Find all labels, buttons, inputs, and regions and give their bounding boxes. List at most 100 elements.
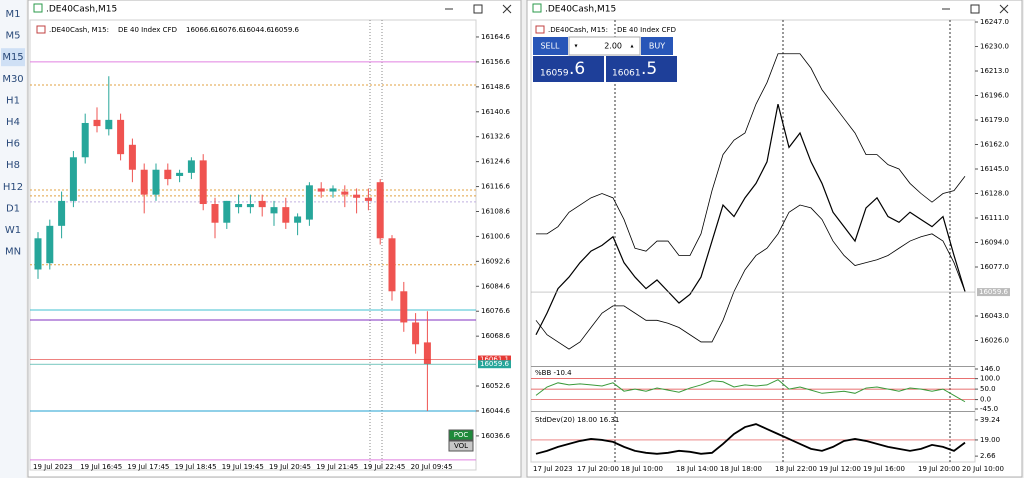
indicator-button[interactable] (448, 429, 474, 441)
buy-price-box[interactable] (606, 56, 677, 82)
timeframe-button[interactable]: MN (5, 247, 21, 258)
y-tick-label: 16111.0 (980, 214, 1009, 222)
indicator-button[interactable] (448, 440, 474, 452)
chart-symbol: .DE40Cash, M15: (548, 26, 608, 34)
y-tick-label: 0.0 (980, 396, 991, 404)
y-tick-label: 39.24 (980, 416, 1001, 424)
candle-body (364, 197, 372, 201)
x-tick-label: 17 Jul 2023 (533, 465, 573, 473)
timeframe-button[interactable]: D1 (6, 203, 20, 214)
y-tick-label: 16036.6 (481, 432, 510, 440)
y-tick-label: 16043.0 (980, 312, 1009, 320)
y-tick-label: 16213.0 (980, 67, 1009, 75)
close[interactable] (999, 4, 1009, 14)
y-tick-label: 16196.0 (980, 92, 1009, 100)
candle-body (140, 169, 148, 195)
y-tick-label: 16230.0 (980, 43, 1009, 51)
x-tick-label: 19 Jul 17:45 (127, 463, 169, 471)
sell-price-box[interactable] (533, 56, 604, 82)
y-tick-label: 2.66 (980, 452, 996, 460)
y-tick-label: 16084.6 (481, 282, 510, 290)
candle-body (353, 194, 361, 198)
timeframe-button[interactable]: M1 (6, 9, 21, 20)
indicator-line (535, 379, 966, 403)
close[interactable] (502, 4, 512, 14)
candle-body (152, 169, 160, 195)
x-tick-label: 18 Jul 14:00 (676, 465, 718, 473)
candle-body (128, 144, 136, 170)
timeframe-button[interactable]: H12 (3, 182, 23, 193)
y-tick-label: 16164.6 (481, 33, 510, 41)
volume-value: 2.00 (604, 42, 622, 51)
timeframe-button[interactable]: H8 (6, 160, 20, 171)
x-tick-label: 19 Jul 20:00 (918, 465, 960, 473)
timeframe-button[interactable]: M5 (6, 31, 21, 42)
ask-label-bg (478, 355, 511, 364)
y-tick-label: 16179.0 (980, 116, 1009, 124)
window-title: .DE40Cash,M15 (545, 5, 616, 15)
y-tick-label: 16145.0 (980, 165, 1009, 173)
volume-down[interactable]: ▾ (574, 43, 577, 50)
maximize[interactable] (473, 4, 483, 14)
x-tick-label: 17 Jul 20:00 (577, 465, 619, 473)
timeframe-toolbar: M1 M5 M15 M30 H1 H4 H6 H8 H12 D1 W1 MN (0, 0, 26, 478)
candle-body (223, 200, 231, 223)
candle-body (211, 204, 219, 223)
buy-price-big: 16061 (612, 69, 641, 79)
timeframe-button[interactable]: H6 (6, 139, 20, 150)
maximize[interactable] (970, 4, 980, 14)
y-tick-label: 16140.6 (481, 108, 510, 116)
x-tick-label: 19 Jul 20:45 (269, 463, 311, 471)
timeframe-button[interactable]: H1 (6, 95, 20, 106)
y-tick-label: 16162.0 (980, 141, 1009, 149)
y-tick-label: 100.0 (980, 375, 1000, 383)
ohlc-low: 16044.6 (242, 26, 271, 34)
bid-label-bg (977, 288, 1010, 297)
y-tick-label: 16116.6 (481, 183, 510, 191)
candle-body (305, 185, 313, 220)
bb-title: %BB -10.4 (535, 369, 572, 377)
candle-body (93, 119, 101, 127)
sell-label: SELL (540, 42, 560, 51)
timeframe-button[interactable]: W1 (5, 225, 21, 236)
sell-price-big: 16059 (540, 69, 569, 79)
bid-label-bg (478, 360, 511, 369)
candle-body (294, 216, 302, 223)
active-timeframe (1, 48, 25, 67)
candle-body (376, 182, 384, 239)
buy-button[interactable] (641, 37, 673, 55)
volume-box[interactable] (568, 36, 641, 56)
buy-label: BUY (649, 42, 665, 51)
y-tick-label: 16076.6 (481, 307, 510, 315)
timeframe-button[interactable]: M15 (2, 52, 23, 63)
window-title: .DE40Cash,M15 (46, 5, 117, 15)
timeframe-button[interactable]: H4 (6, 117, 20, 128)
series-upper (536, 53, 966, 256)
candle-body (117, 119, 125, 155)
candle-body (329, 188, 337, 192)
volume-up[interactable]: ▴ (630, 43, 633, 50)
right-plot (530, 19, 976, 463)
y-tick-label: -45.0 (980, 405, 998, 413)
y-tick-label: 16247.0 (980, 18, 1009, 26)
trade-panel: SELL ▾ 2.00 ▴ BUY 16059 .6 16061 .5 (533, 36, 677, 82)
candle-body (69, 157, 77, 201)
y-tick-label: 16068.6 (481, 332, 510, 340)
stddev-title: StdDev(20) 18.00 16.31 (535, 416, 619, 424)
ohlc-high: 16076.6 (214, 26, 243, 34)
candle-body (282, 207, 290, 223)
timeframe-button[interactable]: M30 (2, 74, 23, 85)
series-lower (535, 204, 966, 350)
candle-body (341, 191, 349, 195)
chart-icon (36, 25, 46, 34)
candle-body (388, 238, 396, 292)
y-tick-label: 16094.0 (980, 239, 1009, 247)
candle-body (317, 188, 325, 192)
candle-body (412, 322, 420, 345)
x-tick-label: 19 Jul 16:45 (80, 463, 122, 471)
y-tick-label: 16092.6 (481, 257, 510, 265)
y-tick-label: 16156.6 (481, 58, 510, 66)
sell-button[interactable] (533, 37, 568, 55)
indicator-button-label: VOL (454, 442, 468, 450)
y-tick-label: 16052.6 (481, 382, 510, 390)
